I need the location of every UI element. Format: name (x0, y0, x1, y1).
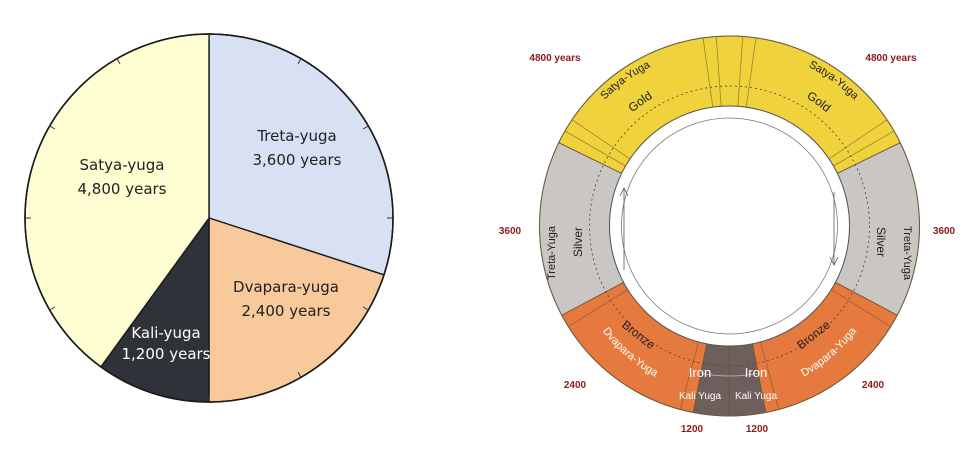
pie-tick (116, 58, 121, 65)
treta-years-right: 3600 (933, 226, 956, 237)
yuga-ring-diagram: Satya-Yuga Satya-Yuga Gold Gold Treta-Yu… (539, 35, 920, 417)
dvapara-years-left: 2400 (564, 380, 587, 391)
kali-years-left: 1200 (681, 424, 704, 435)
ring-divider (692, 343, 707, 413)
pie-tick (297, 58, 302, 65)
pie-tick (116, 371, 121, 378)
flow-arrowhead-right-icon (829, 256, 839, 266)
kali-yuga-label: Kali-yuga (131, 324, 200, 342)
pie-tick (49, 125, 56, 130)
ring-divider (737, 36, 744, 107)
ring-treta-label-right: Treta-Yuga (901, 226, 913, 281)
ring-divider (835, 281, 898, 316)
ring-divider (564, 130, 626, 167)
ring-divider (571, 119, 631, 160)
flow-arrowhead-left-icon (619, 187, 629, 197)
kali-yuga-years: 1,200 years (122, 345, 211, 363)
ring-iron-label-left: Iron (689, 365, 711, 380)
satya-yuga-years: 4,800 years (78, 180, 167, 198)
ring-divider (828, 119, 888, 160)
ring-divider (568, 289, 628, 328)
pie-tick (297, 371, 302, 378)
ring-divider (561, 281, 624, 316)
ring-inner-guide (621, 117, 838, 335)
satya-years-right: 4800 years (865, 53, 917, 64)
treta-yuga-label: Treta-yuga (256, 127, 336, 145)
ring-iron-label-right: Iron (745, 365, 767, 380)
ring-divider (745, 37, 757, 108)
ring-silver-label-right: Silver (874, 227, 888, 257)
ring-treta-label-left: Treta-Yuga (546, 225, 558, 280)
kali-years-right: 1200 (746, 424, 769, 435)
ring-kali-label-left: Kali Yuga (679, 391, 722, 402)
satya-years-left: 4800 years (529, 53, 581, 64)
treta-yuga-years: 3,600 years (253, 151, 342, 169)
ring-kali-label-right: Kali Yuga (735, 391, 778, 402)
pie-tick (362, 125, 369, 130)
ring-divider (702, 37, 714, 108)
ring-divider (833, 130, 895, 167)
ring-divider (831, 289, 891, 328)
ring-divider (752, 343, 767, 413)
ring-divider (558, 142, 622, 174)
ring-divider (715, 36, 722, 107)
treta-years-left: 3600 (499, 226, 522, 237)
ring-inner-circle (609, 105, 850, 347)
pie-tick (362, 306, 369, 311)
ring-bands (539, 35, 920, 417)
ring-divider (679, 341, 699, 410)
ring-divider (837, 142, 901, 174)
ring-outer-border (539, 35, 920, 417)
satya-yuga-label: Satya-yuga (80, 156, 165, 174)
dvapara-yuga-label: Dvapara-yuga (233, 278, 339, 296)
ring-kali-divider (700, 372, 759, 377)
yuga-pie-chart (24, 33, 394, 403)
pie-tick (49, 306, 56, 311)
ring-dotted-guide (589, 85, 870, 367)
pie-tick-marks (25, 34, 393, 402)
ring-divider (760, 341, 780, 410)
dvapara-yuga-years: 2,400 years (242, 302, 331, 320)
ring-silver-label-left: Silver (571, 227, 585, 257)
dvapara-years-right: 2400 (862, 380, 885, 391)
